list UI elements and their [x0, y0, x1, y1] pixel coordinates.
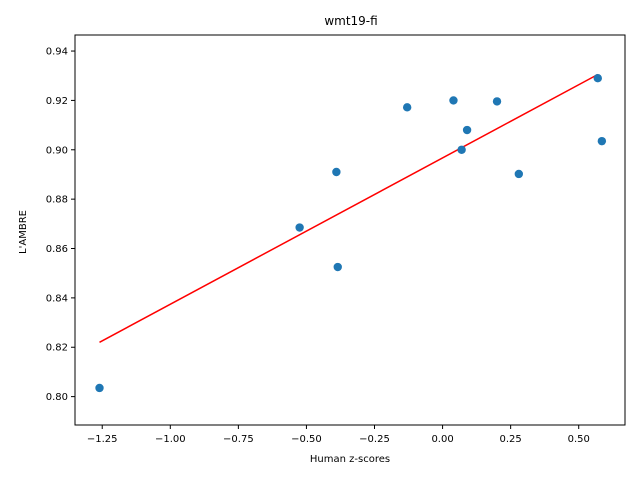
data-point-6 — [449, 96, 458, 105]
y-tick-label: 0.86 — [46, 244, 68, 255]
chart-title: wmt19-fi — [324, 14, 377, 28]
x-axis: −1.25 −1.00 −0.75 −0.50 −0.25 0.00 0.25 0.50 — [87, 425, 590, 445]
x-tick-label: −0.50 — [291, 434, 322, 445]
regression-line — [99, 73, 599, 343]
y-axis: 0.80 0.82 0.84 0.86 0.88 0.90 0.92 0.94 — [46, 47, 75, 403]
data-point-7 — [457, 145, 466, 154]
y-tick-label: 0.84 — [46, 293, 68, 304]
data-point-9 — [492, 97, 502, 106]
x-axis-label: Human z-scores — [310, 454, 390, 465]
axes-frame — [74, 34, 626, 426]
y-tick-label: 0.82 — [46, 343, 68, 354]
x-tick-label: 0.25 — [500, 434, 522, 445]
x-tick-label: −1.25 — [87, 434, 118, 445]
y-tick-label: 0.88 — [46, 195, 68, 206]
x-tick-label: 0.00 — [431, 434, 453, 445]
y-tick-label: 0.80 — [46, 392, 68, 403]
data-point-1 — [95, 383, 104, 393]
data-point-5 — [402, 103, 412, 112]
data-point-8 — [462, 125, 472, 135]
x-tick-label: 0.50 — [568, 434, 590, 445]
data-point-4 — [333, 262, 342, 272]
x-tick-label: −0.25 — [359, 434, 390, 445]
x-tick-label: −0.75 — [223, 434, 254, 445]
y-axis-label: L'AMBRE — [18, 210, 29, 254]
data-point-10 — [514, 169, 524, 179]
data-point-2 — [295, 223, 304, 232]
x-tick-label: −1.00 — [155, 434, 186, 445]
y-tick-label: 0.94 — [46, 47, 68, 58]
plot-area — [74, 34, 626, 426]
data-point-12 — [597, 136, 607, 146]
data-point-3 — [332, 167, 341, 177]
y-tick-label: 0.90 — [46, 145, 68, 156]
data-point-11 — [593, 73, 602, 83]
y-tick-label: 0.92 — [46, 96, 68, 107]
